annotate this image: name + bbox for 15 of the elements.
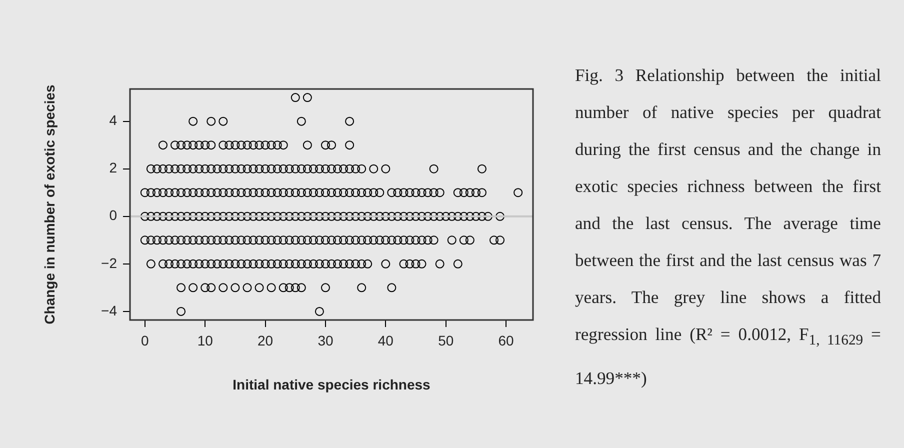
x-tick-label: 30 xyxy=(318,332,334,348)
y-tick-label: 0 xyxy=(109,207,118,224)
x-tick-label: 0 xyxy=(141,332,150,348)
y-tick-label: 2 xyxy=(109,160,118,176)
x-axis-title: Initial native species richness xyxy=(232,376,431,392)
text: Fig. 3 Relationship between the initial number of native species per quadrat during the first census and the change in exotic species richness between the first and the last census. The average time between the first and the last census was 7 years. The grey line shows a fitted regression line (R² = 0.0012, F$_{1, 11629}$ = 14.99***) xyxy=(575,65,881,388)
y-axis-title: Change in number of exotic species xyxy=(41,84,58,324)
y-tick-label: −4 xyxy=(101,302,118,318)
x-tick-label: 10 xyxy=(197,332,214,348)
y-tick-label: 4 xyxy=(109,112,118,128)
x-tick-label: 60 xyxy=(498,332,514,348)
x-tick-label: 20 xyxy=(258,332,274,348)
y-tick-label: −2 xyxy=(101,254,118,271)
x-tick-label: 50 xyxy=(438,332,454,348)
x-tick-label: 40 xyxy=(378,332,394,348)
